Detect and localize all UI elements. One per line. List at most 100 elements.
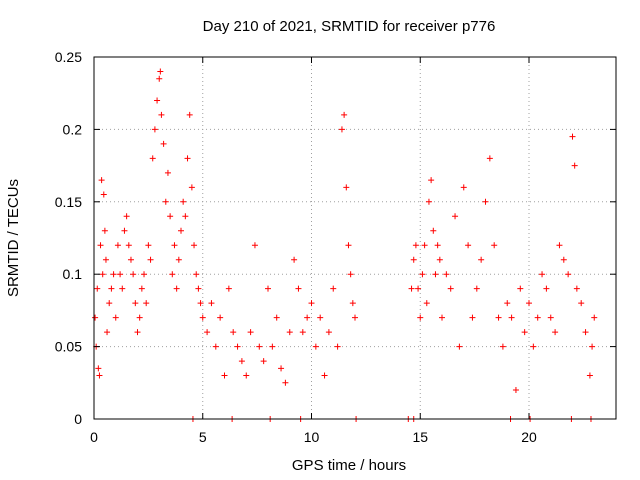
data-point xyxy=(114,242,121,249)
data-point xyxy=(486,155,493,162)
data-point xyxy=(432,271,439,278)
data-point xyxy=(156,75,163,82)
data-point xyxy=(104,329,111,336)
data-point xyxy=(186,111,193,118)
data-point xyxy=(110,271,117,278)
data-point xyxy=(127,256,134,263)
data-point xyxy=(345,242,352,249)
x-axis-label: GPS time / hours xyxy=(292,457,406,474)
data-point xyxy=(282,379,289,386)
data-point xyxy=(299,329,306,336)
data-point xyxy=(569,133,576,140)
data-point xyxy=(230,329,237,336)
data-point xyxy=(130,271,137,278)
data-point xyxy=(534,314,541,321)
data-point xyxy=(408,285,415,292)
data-point xyxy=(197,300,204,307)
data-point xyxy=(212,343,219,350)
data-point xyxy=(312,343,319,350)
data-point xyxy=(178,227,184,234)
grid-layer xyxy=(94,57,616,419)
plot-frame xyxy=(93,56,617,420)
data-point xyxy=(117,271,124,278)
data-point xyxy=(157,68,164,75)
data-point xyxy=(167,213,174,220)
y-tick-label: 0.05 xyxy=(55,339,82,355)
data-point xyxy=(317,314,324,321)
data-point xyxy=(121,227,128,234)
data-point xyxy=(508,314,515,321)
data-point xyxy=(338,126,345,133)
data-point xyxy=(204,329,211,336)
data-point xyxy=(225,285,232,292)
y-tick-label: 0.25 xyxy=(55,49,82,65)
data-point xyxy=(160,140,167,147)
data-point xyxy=(286,329,293,336)
data-point xyxy=(543,285,550,292)
data-point xyxy=(100,191,107,198)
data-point xyxy=(269,343,276,350)
x-tick-label: 0 xyxy=(90,429,98,445)
data-point xyxy=(154,97,161,104)
data-point xyxy=(234,343,241,350)
data-point xyxy=(571,162,578,169)
data-point xyxy=(265,285,271,292)
data-point xyxy=(169,271,176,278)
data-point xyxy=(94,285,101,292)
data-point xyxy=(589,343,596,350)
data-point xyxy=(134,329,141,336)
data-point xyxy=(465,242,472,249)
data-point xyxy=(256,343,263,350)
data-point xyxy=(141,271,148,278)
data-point xyxy=(260,358,267,365)
data-point xyxy=(102,256,109,263)
data-point xyxy=(428,177,435,184)
data-point xyxy=(321,372,328,379)
data-point xyxy=(243,372,250,379)
data-point xyxy=(434,242,441,249)
data-point xyxy=(417,314,424,321)
data-point xyxy=(98,177,105,184)
data-point xyxy=(330,285,337,292)
data-point xyxy=(247,329,254,336)
data-point xyxy=(521,329,528,336)
data-point xyxy=(452,213,459,220)
data-point xyxy=(491,242,498,249)
data-point xyxy=(412,242,419,249)
data-point xyxy=(552,329,559,336)
data-point xyxy=(149,155,156,162)
data-point xyxy=(591,314,598,321)
data-point xyxy=(191,242,198,249)
data-point xyxy=(423,300,430,307)
data-point xyxy=(173,285,180,292)
data-point xyxy=(460,184,467,191)
data-point xyxy=(164,169,171,176)
data-point xyxy=(145,242,152,249)
data-point xyxy=(180,198,187,205)
data-point xyxy=(136,314,143,321)
data-point xyxy=(443,271,450,278)
data-point xyxy=(182,213,189,220)
data-point xyxy=(530,343,537,350)
data-point xyxy=(171,242,178,249)
data-point xyxy=(162,198,169,205)
data-point xyxy=(565,271,572,278)
data-point xyxy=(199,314,206,321)
data-point xyxy=(410,256,417,263)
data-point xyxy=(504,300,511,307)
data-point xyxy=(547,314,554,321)
data-point xyxy=(101,227,108,234)
data-point xyxy=(208,300,215,307)
data-point xyxy=(184,155,191,162)
data-point xyxy=(517,285,524,292)
data-point xyxy=(325,329,332,336)
data-point xyxy=(495,314,502,321)
data-point xyxy=(99,271,106,278)
data-point xyxy=(421,242,428,249)
data-point xyxy=(469,314,476,321)
data-point xyxy=(251,242,258,249)
data-point xyxy=(132,300,139,307)
data-point xyxy=(193,271,200,278)
data-point xyxy=(436,256,443,263)
